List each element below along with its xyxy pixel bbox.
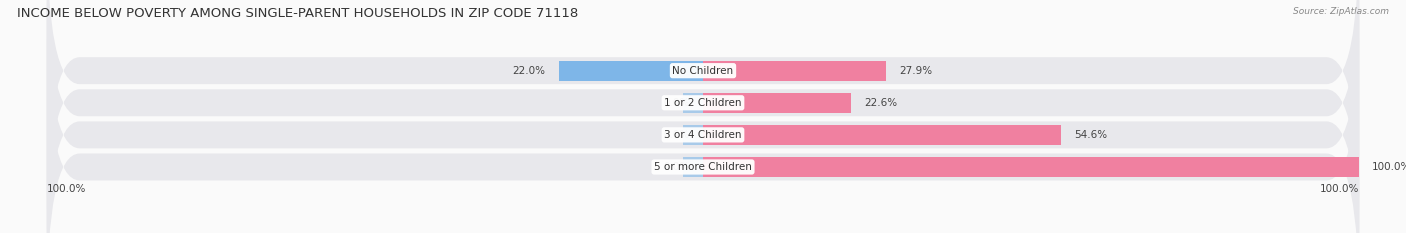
Text: 0.0%: 0.0% [664, 162, 690, 172]
Text: 54.6%: 54.6% [1074, 130, 1108, 140]
Bar [703, 61, 886, 81]
Text: 100.0%: 100.0% [46, 184, 86, 194]
Text: Source: ZipAtlas.com: Source: ZipAtlas.com [1294, 7, 1389, 16]
Text: 100.0%: 100.0% [1372, 162, 1406, 172]
Text: 3 or 4 Children: 3 or 4 Children [664, 130, 742, 140]
Bar [683, 157, 703, 177]
Text: 22.0%: 22.0% [513, 66, 546, 76]
Text: 0.0%: 0.0% [664, 98, 690, 108]
Bar [703, 125, 1062, 145]
Text: 27.9%: 27.9% [900, 66, 932, 76]
FancyBboxPatch shape [46, 0, 1360, 233]
Text: 5 or more Children: 5 or more Children [654, 162, 752, 172]
Bar [683, 125, 703, 145]
FancyBboxPatch shape [46, 0, 1360, 233]
Text: 0.0%: 0.0% [664, 130, 690, 140]
Text: No Children: No Children [672, 66, 734, 76]
Bar [683, 93, 703, 113]
FancyBboxPatch shape [46, 0, 1360, 218]
Text: 1 or 2 Children: 1 or 2 Children [664, 98, 742, 108]
Bar [703, 93, 851, 113]
Text: INCOME BELOW POVERTY AMONG SINGLE-PARENT HOUSEHOLDS IN ZIP CODE 71118: INCOME BELOW POVERTY AMONG SINGLE-PARENT… [17, 7, 578, 20]
Text: 22.6%: 22.6% [865, 98, 897, 108]
Bar [703, 157, 1360, 177]
Text: 100.0%: 100.0% [1320, 184, 1360, 194]
Bar [558, 61, 703, 81]
FancyBboxPatch shape [46, 20, 1360, 233]
